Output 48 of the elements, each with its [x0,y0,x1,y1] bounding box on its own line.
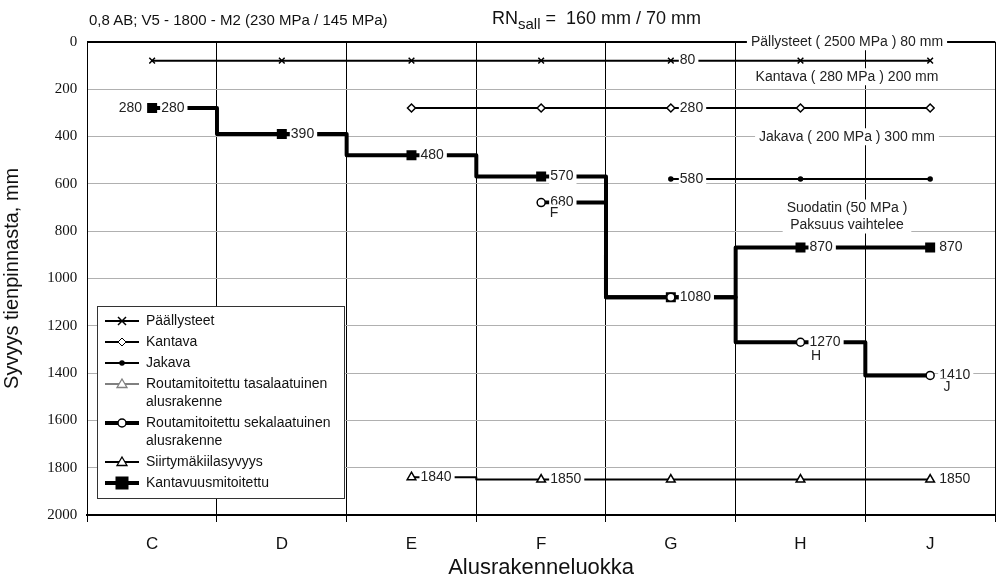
data-label: 870 [809,238,834,255]
data-label: 280 [161,98,185,115]
chart-subtitle: RN$_{sall}$ = 160 mm / 70 mm [492,8,702,32]
y-tick-label: 200 [54,79,78,96]
data-label: 870 [939,238,963,255]
data-label: 1270 [809,333,841,350]
chart-title: 0,8 AB; V5 - 1800 - M2 (230 MPa / 145 MPa) [89,11,388,28]
legend-label: Routamitoitettu sekalaatuinen alusrakenne [146,413,332,449]
x-tick-label: C [146,533,159,553]
legend-label: Jakava [146,353,191,371]
y-tick-label: 1200 [47,316,78,333]
data-label: 580 [679,169,704,186]
y-axis-title: Syvyys tienpinnasta, mm [0,167,22,389]
annotation: Pällysteet ( 2500 MPa ) 80 mm [750,32,944,49]
y-tick-label: 600 [54,174,78,191]
legend-label: Kantavuusmitoitettu [146,473,269,491]
data-label: 1840 [420,468,452,484]
y-tick-label: 1800 [47,458,78,475]
data-label: 480 [420,146,445,163]
annotation: Kantava ( 280 MPa ) 200 mm [755,67,939,84]
data-label: 1850 [939,470,971,487]
annotation: 280 [118,98,143,115]
x-tick-label: J [925,533,935,553]
legend-label: Kantava [146,332,198,350]
x-tick-label: H [794,533,807,553]
data-label: 1080 [679,288,712,305]
legend-label: Siirtymäkiilasyvyys [146,452,263,470]
y-tick-label: 1000 [47,269,78,286]
data-label: 80 [679,51,696,68]
y-tick-label: 0 [69,32,78,49]
x-tick-label: D [275,533,288,553]
y-tick-label: 2000 [47,505,78,522]
annotation: Suodatin (50 MPa ) Paksuus vaihtelee [786,198,908,232]
legend-label: Routamitoitettu tasalaatuinen alusrakenne [146,374,329,410]
y-tick-label: 400 [54,127,78,144]
x-tick-label: G [664,533,678,553]
data-label: 570 [550,167,574,184]
annotation: Jakava ( 200 MPa ) 300 mm [759,127,935,144]
y-tick-label: 1400 [47,363,78,380]
data-label: 390 [290,124,315,141]
y-tick-label: 1600 [47,411,78,428]
x-axis-title: Alusrakenneluokka [448,553,635,579]
x-tick-label: E [405,533,418,553]
data-label: 1850 [550,470,582,487]
legend-label: Päällysteet [146,311,215,329]
x-tick-label: F [535,533,547,553]
data-label: 280 [679,98,704,115]
y-tick-label: 800 [54,221,78,238]
